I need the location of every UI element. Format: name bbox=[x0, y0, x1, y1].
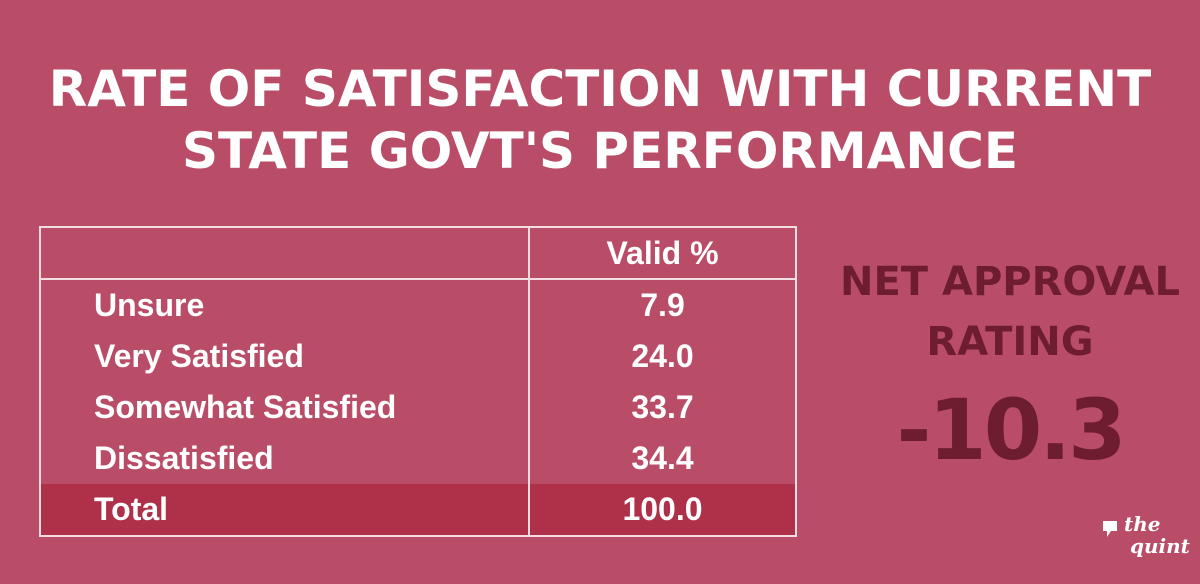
net-approval-panel: NET APPROVAL RATING -10.3 bbox=[820, 252, 1200, 480]
net-approval-label-2: RATING bbox=[926, 319, 1094, 365]
row-label: Somewhat Satisfied bbox=[94, 389, 397, 425]
table-row: Dissatisfied 34.4 bbox=[40, 433, 796, 484]
row-label: Unsure bbox=[94, 287, 205, 323]
satisfaction-table: Valid % Unsure 7.9 Very Satisfied 24.0 S… bbox=[39, 226, 797, 537]
table-row: Unsure 7.9 bbox=[40, 279, 796, 331]
table-row: Somewhat Satisfied 33.7 bbox=[40, 382, 796, 433]
table-header-row: Valid % bbox=[40, 227, 796, 280]
quote-bubble-icon bbox=[1103, 521, 1117, 537]
logo-word-the: the bbox=[1124, 512, 1161, 536]
row-value: 7.9 bbox=[528, 279, 796, 331]
header-valid-percent: Valid % bbox=[528, 227, 796, 280]
row-label: Dissatisfied bbox=[94, 440, 274, 476]
net-approval-value: -10.3 bbox=[896, 381, 1126, 479]
header-label-cell bbox=[40, 227, 529, 280]
row-value: 24.0 bbox=[528, 331, 796, 382]
title-line-2: STATE GOVT'S PERFORMANCE bbox=[181, 122, 1019, 180]
net-approval-label-1: NET APPROVAL bbox=[839, 259, 1181, 305]
table-row: Very Satisfied 24.0 bbox=[40, 331, 796, 382]
total-value: 100.0 bbox=[528, 484, 796, 536]
row-label: Very Satisfied bbox=[94, 338, 304, 374]
chart-title: RATE OF SATISFACTION WITH CURRENT STATE … bbox=[0, 58, 1200, 182]
row-value: 33.7 bbox=[528, 382, 796, 433]
total-label: Total bbox=[40, 484, 529, 536]
title-line-1: RATE OF SATISFACTION WITH CURRENT bbox=[48, 60, 1152, 118]
logo-word-quint: quint bbox=[1130, 534, 1190, 558]
table-total-row: Total 100.0 bbox=[40, 484, 796, 536]
row-value: 34.4 bbox=[528, 433, 796, 484]
